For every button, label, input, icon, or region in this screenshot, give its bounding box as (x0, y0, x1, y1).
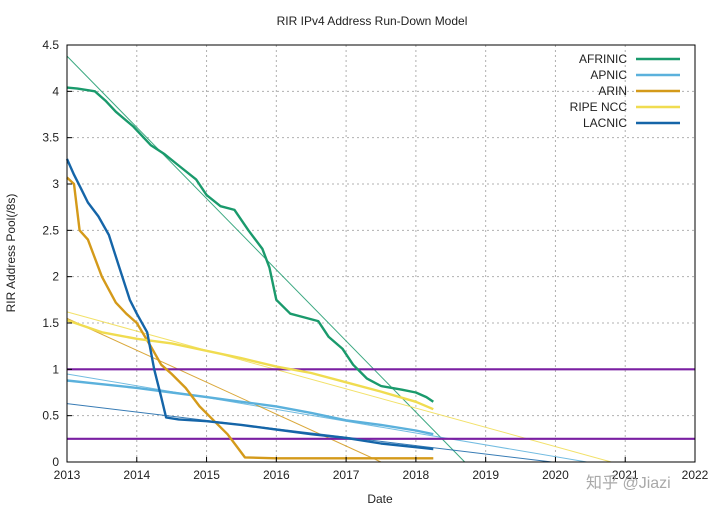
x-tick-label: 2016 (263, 468, 290, 482)
x-axis-label: Date (367, 492, 393, 506)
chart-title: RIR IPv4 Address Run-Down Model (277, 14, 468, 28)
series-line (66, 86, 434, 403)
legend-entry-label: RIPE NCC (570, 100, 628, 114)
threshold-lines (67, 368, 695, 440)
y-tick-label: 3 (52, 177, 59, 191)
legend-entry-label: ARIN (598, 84, 627, 98)
watermark: 知乎 @Jiazi (586, 474, 671, 492)
y-tick-label: 3.5 (42, 131, 59, 145)
trend-line (66, 311, 612, 463)
plot-frame (66, 44, 696, 463)
legend-entry-label: AFRINIC (579, 52, 627, 66)
y-tick-label: 1 (52, 362, 59, 376)
y-axis-ticks: 0 0.5 1 1.5 2 2.5 3 3.5 4 4.5 (42, 38, 72, 469)
legend: AFRINIC APNIC ARIN RIPE NCC LACNIC (570, 52, 680, 130)
x-tick-label: 2017 (333, 468, 360, 482)
series-line (65, 158, 434, 451)
series-lines (65, 86, 434, 460)
series-line (66, 379, 434, 436)
x-tick-label: 2021 (612, 468, 639, 482)
trend-line (66, 373, 587, 463)
y-tick-label: 4 (52, 84, 59, 98)
x-tick-label: 2022 (682, 468, 709, 482)
x-tick-label: 2015 (193, 468, 220, 482)
series-line (66, 176, 434, 460)
series-line (66, 319, 434, 411)
x-tick-label: 2020 (542, 468, 569, 482)
y-tick-label: 2.5 (42, 223, 59, 237)
y-tick-label: 2 (52, 270, 59, 284)
y-tick-label: 1.5 (42, 316, 59, 330)
y-tick-label: 0 (52, 455, 59, 469)
y-tick-label: 0.5 (42, 409, 59, 423)
x-axis-ticks: 2013 2014 2015 2016 2017 2018 2019 2020 2021 2022 (54, 457, 709, 482)
x-tick-label: 2013 (54, 468, 81, 482)
legend-entry-label: LACNIC (583, 116, 627, 130)
y-axis-label: RIR Address Pool(/8s) (4, 194, 18, 313)
x-tick-label: 2019 (472, 468, 499, 482)
x-tick-label: 2014 (123, 468, 150, 482)
y-tick-label: 4.5 (42, 38, 59, 52)
x-tick-label: 2018 (403, 468, 430, 482)
legend-entry-label: APNIC (590, 68, 627, 82)
